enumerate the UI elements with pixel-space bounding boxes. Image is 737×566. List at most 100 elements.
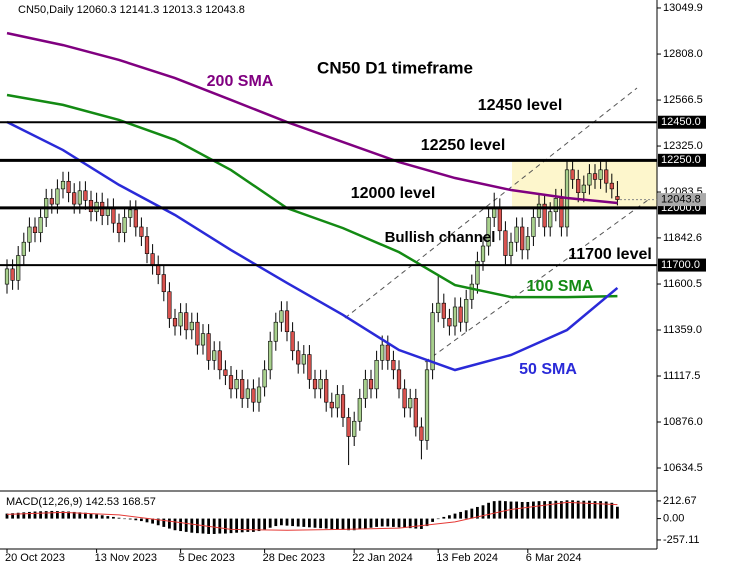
- candle-body: [268, 340, 273, 371]
- macd-bar: [532, 501, 535, 519]
- candle-body: [21, 241, 26, 256]
- macd-bar: [78, 512, 82, 519]
- candle-body: [604, 169, 609, 184]
- macd-bar: [442, 516, 446, 519]
- candle-body: [581, 184, 586, 193]
- candle-body: [587, 173, 592, 186]
- level-annotation: 12250 level: [421, 137, 506, 154]
- macd-bar: [397, 518, 401, 528]
- line-series: [6, 501, 618, 531]
- macd-bar: [11, 513, 15, 519]
- candle-body: [66, 180, 71, 193]
- candle-body: [223, 369, 228, 376]
- macd-bar: [347, 518, 351, 531]
- candle-body: [452, 306, 458, 327]
- macd-bar: [464, 510, 468, 519]
- candle-body: [374, 359, 379, 390]
- candle-body: [615, 196, 620, 200]
- candle-body: [385, 344, 390, 361]
- macd-bar: [571, 500, 575, 519]
- candle-body: [536, 203, 542, 218]
- candle-body: [55, 188, 60, 205]
- macd-bar: [112, 516, 115, 519]
- macd-bar: [330, 518, 334, 529]
- candle-body: [161, 274, 166, 293]
- candle-body: [290, 331, 295, 352]
- macd-bar: [308, 518, 311, 528]
- macd-bar: [543, 501, 547, 519]
- series-label: 100 SMA: [527, 278, 594, 295]
- macd-bar: [526, 501, 530, 519]
- macd-bar: [16, 512, 20, 519]
- macd-bar: [33, 511, 37, 519]
- macd-bar: [224, 518, 227, 534]
- y-tick-label: 13049.9: [663, 2, 703, 14]
- macd-bar: [134, 518, 138, 521]
- macd-bar: [263, 518, 267, 530]
- macd-bar: [240, 518, 244, 533]
- candle-body: [346, 417, 351, 437]
- candle-body: [256, 386, 262, 403]
- macd-bar: [380, 518, 384, 527]
- candle-body: [150, 253, 155, 266]
- y-tick-label: 12566.5: [663, 94, 703, 106]
- candle-body: [77, 190, 82, 205]
- candle-body: [172, 318, 178, 327]
- y-tick-label: 212.67: [663, 495, 697, 507]
- macd-bar: [252, 518, 255, 532]
- last-price-label: 12043.8: [661, 193, 701, 205]
- channel-upper: [344, 87, 638, 319]
- macd-bar: [582, 500, 586, 519]
- macd-bar: [162, 518, 166, 527]
- candle-body: [480, 245, 486, 262]
- candle-body: [396, 369, 402, 390]
- y-tick-label: 11359.0: [663, 324, 702, 336]
- candle-body: [184, 312, 189, 331]
- macd-bar: [509, 501, 513, 519]
- macd-bar: [140, 518, 143, 522]
- macd-bar: [498, 500, 502, 519]
- macd-bar: [280, 518, 283, 526]
- candle-body: [178, 312, 183, 327]
- candle-body: [352, 420, 357, 437]
- candle-body: [195, 321, 200, 346]
- candle-body: [128, 209, 133, 218]
- macd-bar: [470, 508, 474, 519]
- candle-body: [525, 236, 530, 251]
- macd-bar: [336, 518, 339, 530]
- macd-bar: [268, 518, 272, 528]
- level-label-box: [658, 115, 706, 129]
- macd-bar: [610, 502, 614, 519]
- candle-body: [548, 211, 553, 228]
- macd-bar: [369, 518, 373, 528]
- level-label: 12450.0: [661, 116, 701, 128]
- macd-bar: [50, 510, 54, 519]
- candle-body: [508, 241, 514, 256]
- macd-bar: [95, 514, 99, 519]
- candle-body: [503, 230, 508, 256]
- candle-body: [72, 192, 77, 205]
- candle-body: [424, 369, 430, 441]
- series-label: 50 SMA: [519, 361, 577, 378]
- candle-body: [464, 299, 469, 323]
- macd-bar: [123, 518, 127, 520]
- macd-bar: [425, 518, 429, 527]
- macd-bar: [196, 518, 199, 534]
- macd-bar: [319, 518, 323, 529]
- y-tick-label: 11117.5: [663, 370, 700, 382]
- candle-body: [245, 388, 250, 399]
- macd-bar: [588, 500, 591, 519]
- macd-bar: [235, 518, 239, 533]
- candle-body: [553, 198, 558, 213]
- macd-bar: [212, 518, 216, 534]
- macd-bar: [386, 518, 390, 527]
- candle-body: [189, 321, 194, 331]
- macd-bar: [604, 501, 608, 519]
- line-series: [6, 93, 618, 299]
- macd-bar: [106, 516, 110, 519]
- macd-bar: [576, 500, 580, 519]
- candle-body: [542, 203, 547, 228]
- candle-body: [273, 321, 278, 342]
- candle-body: [284, 310, 290, 333]
- macd-bar: [515, 501, 519, 519]
